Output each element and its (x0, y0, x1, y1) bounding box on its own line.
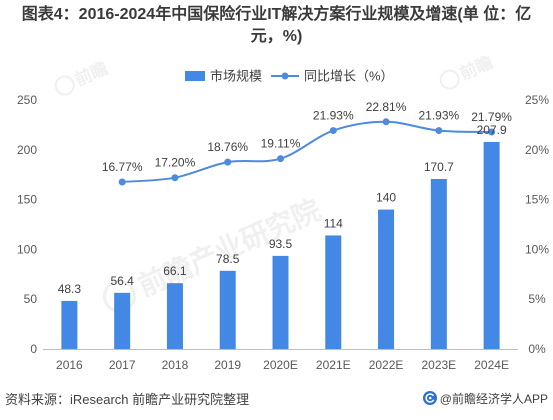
brand: @前瞻经济学人APP (422, 390, 548, 407)
y-left-tick-label: 150 (17, 193, 37, 207)
growth-value-label: 22.81% (366, 100, 407, 114)
growth-point-2021E (329, 127, 337, 135)
x-tick-label: 2017 (109, 358, 136, 372)
bar-value-label: 48.3 (58, 282, 82, 296)
legend-line-marker (281, 72, 289, 80)
y-left-tick-label: 100 (17, 242, 37, 256)
legend-bar-swatch (185, 71, 205, 81)
legend-label-market-size: 市场规模 (210, 69, 262, 84)
bar-2023E (430, 178, 447, 349)
bar-2022E (378, 209, 395, 349)
watermark-small-right: 前瞻 (439, 52, 497, 90)
brand-label: @前瞻经济学人APP (439, 391, 548, 406)
y-right-tick-label: 5% (528, 292, 546, 306)
y-right-tick-label: 10% (525, 242, 549, 256)
axes: 0 50 100 150 200 250 0% 5% 10% 15% 20% 25% 2016 2017 2… (17, 93, 549, 372)
bar-2020E (272, 255, 289, 349)
bar-value-label: 93.5 (269, 237, 293, 251)
growth-point-2017 (118, 178, 126, 186)
legend: 市场规模 同比增长（%） (185, 69, 394, 84)
x-tick-label: 2016 (56, 358, 83, 372)
growth-line (122, 120, 492, 183)
bar-value-label: 114 (324, 216, 343, 230)
growth-value-label: 21.93% (418, 109, 459, 123)
watermark-small-left: 前瞻 (54, 58, 112, 96)
data-labels: 48.3 56.4 66.1 78.5 93.5 114 140 170.7 207.9 16.7… (58, 100, 513, 296)
x-tick-label: 2020E (263, 358, 298, 372)
legend-label-growth: 同比增长（%） (304, 69, 394, 84)
bar-2018 (166, 283, 183, 349)
watermark-large: 前瞻产业研究院 (102, 193, 326, 313)
growth-value-label: 17.20% (155, 156, 196, 170)
growth-value-label: 16.77% (102, 160, 143, 174)
growth-value-label: 21.79% (471, 110, 512, 124)
bar-value-label: 78.5 (216, 252, 240, 266)
x-tick-label: 2021E (316, 358, 351, 372)
y-right-tick-label: 20% (525, 143, 549, 157)
logo-swirl (425, 393, 434, 403)
x-tick-label: 2018 (162, 358, 189, 372)
x-tick-label: 2022E (369, 358, 404, 372)
bar-2024E (483, 141, 500, 349)
bar-2016 (61, 300, 78, 349)
bar-series (61, 141, 500, 349)
y-left-tick-label: 50 (24, 292, 38, 306)
bar-value-label: 56.4 (110, 274, 134, 288)
bar-value-label: 140 (376, 191, 396, 205)
growth-point-2019 (224, 158, 232, 166)
bar-2019 (219, 270, 236, 349)
y-left-tick-label: 200 (17, 143, 37, 157)
qianzhan-logo-icon (422, 391, 437, 405)
growth-value-label: 21.93% (313, 109, 354, 123)
watermark-text: 前瞻 (457, 52, 497, 85)
y-right-tick-label: 0% (528, 342, 546, 356)
bar-value-label: 66.1 (163, 264, 187, 278)
watermark-logo-icon (439, 69, 460, 90)
line-series (118, 118, 496, 186)
growth-point-2020E (277, 155, 284, 163)
chart-title: 图表4：2016-2024年中国保险行业IT解决方案行业规模及增速(单 位：亿元… (21, 6, 532, 45)
y-right-tick-label: 15% (525, 193, 549, 207)
watermark-text: 前瞻 (72, 58, 112, 91)
bar-value-label: 207.9 (477, 123, 507, 137)
x-tick-label: 2019 (214, 358, 241, 372)
x-tick-label: 2023E (421, 358, 456, 372)
y-left-tick-label: 250 (17, 93, 37, 107)
growth-value-label: 19.11% (261, 137, 301, 151)
y-left-tick-label: 0 (30, 342, 37, 356)
x-tick-label: 2024E (474, 358, 509, 372)
footer: 资料来源：iResearch 前瞻产业研究院整理 @前瞻经济学人APP (5, 389, 548, 407)
y-right-tick-label: 25% (525, 93, 549, 107)
growth-point-2023E (435, 127, 443, 135)
bar-2017 (114, 292, 131, 349)
growth-point-2024E (488, 128, 496, 136)
bar-2021E (325, 235, 342, 349)
logo-dot (428, 396, 432, 400)
bar-value-label: 170.7 (424, 160, 454, 174)
growth-point-2018 (171, 174, 179, 182)
growth-value-label: 18.76% (207, 140, 248, 154)
growth-point-2022E (382, 118, 390, 126)
watermark-logo-icon (54, 75, 75, 96)
source-note: 资料来源：iResearch 前瞻产业研究院整理 (5, 391, 250, 407)
